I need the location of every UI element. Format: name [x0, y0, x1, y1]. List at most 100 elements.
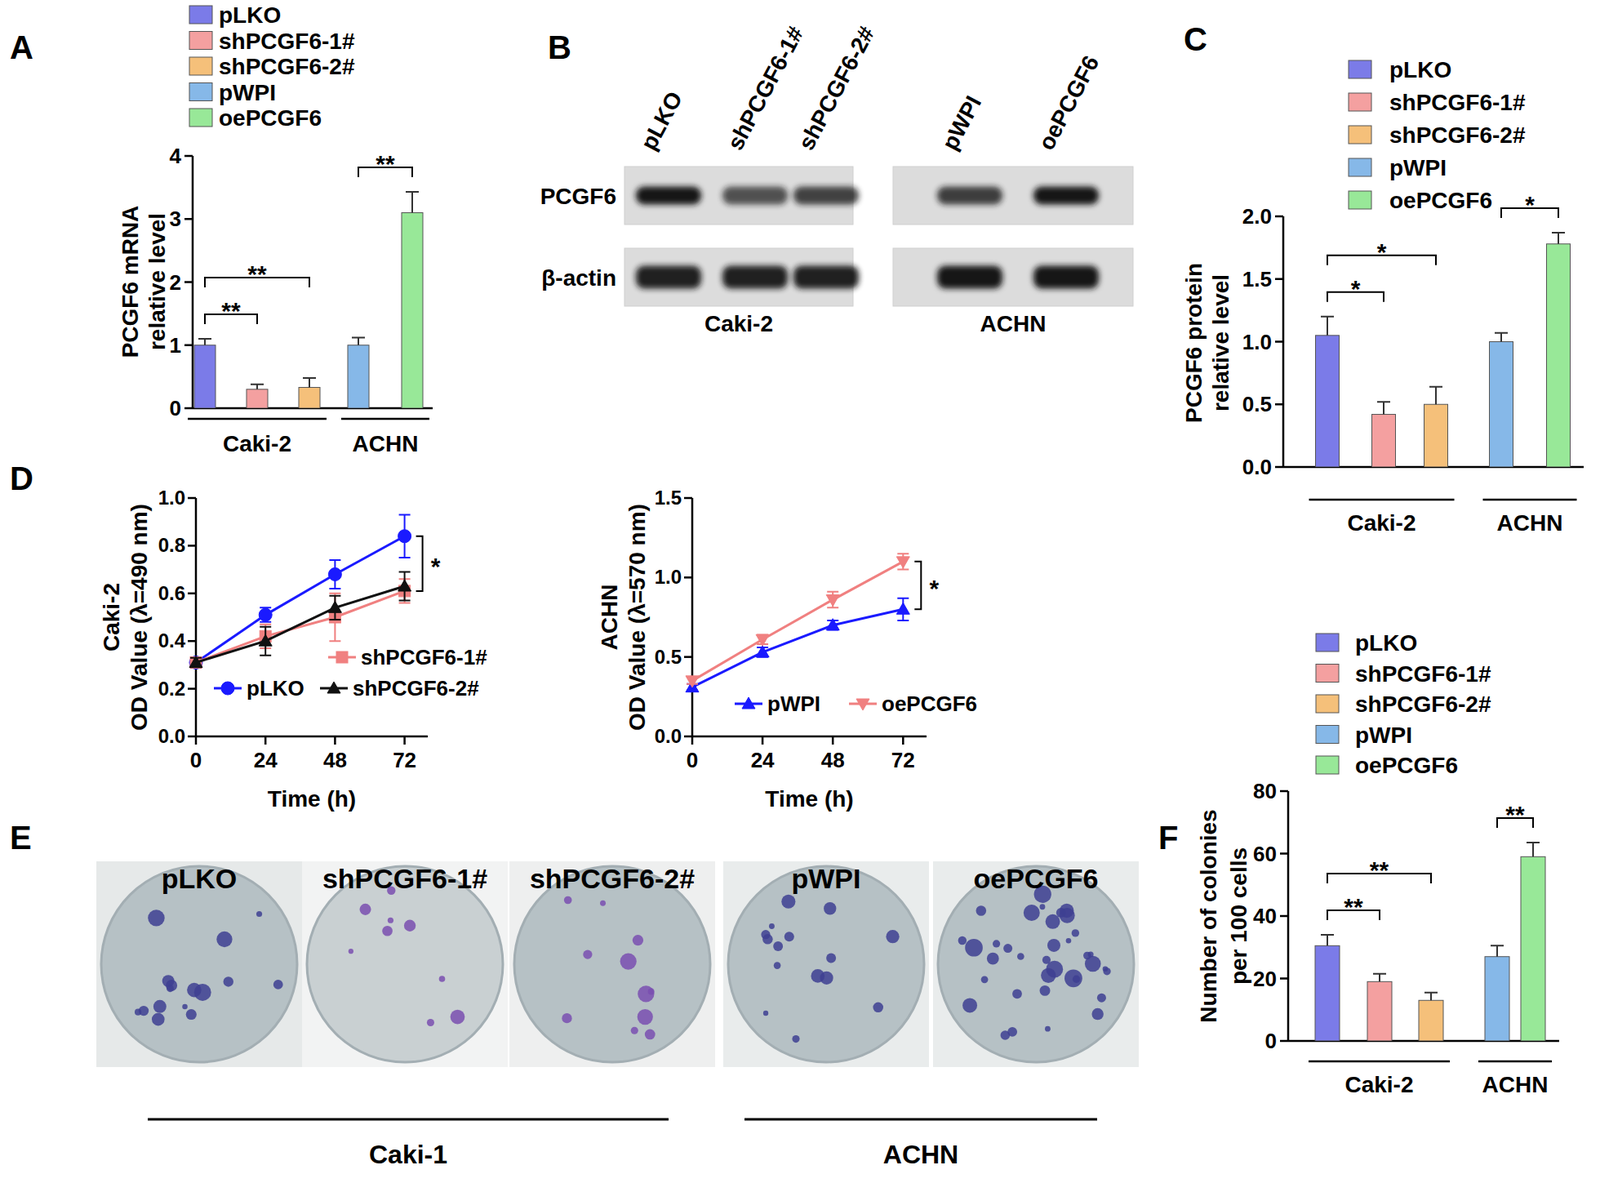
error-bar: [351, 337, 365, 345]
error-bar: [1551, 232, 1565, 245]
group-label: Caki-2: [704, 311, 774, 337]
colony: [773, 941, 783, 952]
y-tick-label: 1.5: [654, 486, 682, 509]
legend-marker: [856, 698, 870, 711]
legend-swatch: [1315, 755, 1339, 774]
point: [685, 675, 699, 688]
point: [189, 655, 203, 667]
y-tick-label: 0.5: [654, 645, 682, 668]
y-tick: [684, 655, 693, 658]
colony: [976, 905, 987, 916]
group-label: ACHN: [1482, 1071, 1549, 1098]
image-background: [96, 861, 303, 1067]
dish: [306, 866, 503, 1063]
y-tick-label: 0.2: [158, 677, 186, 700]
colony: [637, 1008, 654, 1025]
colony: [632, 934, 644, 946]
point: [190, 656, 202, 668]
colony: [360, 903, 372, 916]
x-tick-label: 48: [821, 747, 845, 773]
background: [0, 0, 1600, 1183]
row-label: PCGF6: [540, 183, 617, 209]
point: [896, 556, 910, 569]
x-tick-label: 0: [686, 747, 698, 773]
x-tick-label: 0: [190, 747, 202, 773]
legend-swatch: [1315, 664, 1339, 683]
colony: [1084, 955, 1102, 973]
y-tick: [1275, 215, 1284, 218]
error-bar: [1424, 992, 1438, 1001]
band: [937, 186, 1003, 205]
y-tick: [1280, 1040, 1289, 1043]
lane-label: pWPI: [937, 91, 987, 154]
colony: [387, 917, 394, 924]
image-background: [723, 861, 929, 1067]
panel-label: E: [9, 819, 32, 856]
legend-label: shPCGF6-2#: [1389, 122, 1526, 148]
y-tick-label: 0.0: [654, 724, 682, 747]
y-tick-label: 0: [169, 395, 182, 421]
y-tick-label: 0: [1265, 1028, 1277, 1054]
error-bar: [1494, 333, 1508, 343]
bar-chart: 020406080Number of coloniesper 100 cells…: [1195, 630, 1560, 1098]
figure: 01234PCGF6 mRNArelative levelCaki-2ACHNp…: [0, 0, 1600, 1183]
colony: [404, 920, 416, 932]
legend-label: shPCGF6-1#: [1355, 661, 1492, 687]
x-tick: [195, 736, 198, 745]
y-tick-label: 1.5: [1242, 266, 1272, 292]
colony: [561, 1013, 572, 1023]
y-tick: [1275, 278, 1284, 281]
group-line: [744, 1118, 1098, 1121]
colony: [1023, 904, 1040, 921]
legend-marker: [742, 697, 756, 709]
bar: [1315, 945, 1340, 1041]
legend-swatch: [1348, 93, 1372, 112]
y-tick: [684, 576, 693, 579]
line-chart: 0.00.20.40.60.81.00244872Time (h)Caki-2O…: [98, 486, 488, 812]
significance-label: **: [1343, 893, 1364, 920]
colony: [784, 931, 795, 942]
legend-swatch: [1315, 725, 1339, 744]
group-label: Caki-1: [368, 1139, 448, 1169]
colony: [791, 1035, 800, 1043]
y-tick: [187, 735, 196, 738]
image-background: [933, 861, 1139, 1067]
y-tick-label: 80: [1253, 778, 1277, 804]
error-bar: [198, 338, 212, 346]
colony: [644, 1029, 656, 1040]
significance-label: *: [1351, 275, 1361, 303]
y-axis-label: Caki-2: [98, 582, 125, 652]
x-axis: [692, 735, 927, 738]
bars: [194, 191, 423, 409]
group-line: [147, 1118, 669, 1121]
legend-swatch: [189, 31, 213, 50]
y-tick-label: 1: [169, 333, 182, 358]
x-tick: [761, 736, 765, 745]
legend-label: oePCGF6: [1389, 187, 1493, 214]
y-tick: [1280, 915, 1289, 918]
colony: [1007, 1026, 1018, 1037]
bar: [1484, 956, 1510, 1041]
legend-label: pLKO: [218, 2, 281, 28]
colony: [768, 923, 775, 929]
y-tick-label: 1.0: [654, 565, 682, 588]
group-line: [187, 417, 327, 421]
y-tick: [187, 544, 196, 547]
group-label: ACHN: [352, 431, 419, 457]
x-axis-label: Time (h): [267, 786, 356, 812]
colony: [1064, 968, 1083, 987]
point: [328, 567, 342, 581]
x-tick-label: 24: [751, 747, 775, 773]
significance-label: **: [1505, 800, 1525, 828]
dish: [101, 866, 298, 1063]
y-tick-label: 2: [169, 270, 182, 295]
colony: [1040, 903, 1046, 910]
x-axis-label: Time (h): [764, 786, 854, 812]
legend-label: oePCGF6: [1355, 752, 1458, 778]
legend-swatch: [189, 108, 213, 127]
x-tick-label: 72: [891, 747, 916, 773]
legend-swatch: [1348, 60, 1372, 79]
point: [258, 608, 272, 622]
legend-label: oePCGF6: [218, 105, 322, 131]
group-line: [1478, 1060, 1552, 1063]
